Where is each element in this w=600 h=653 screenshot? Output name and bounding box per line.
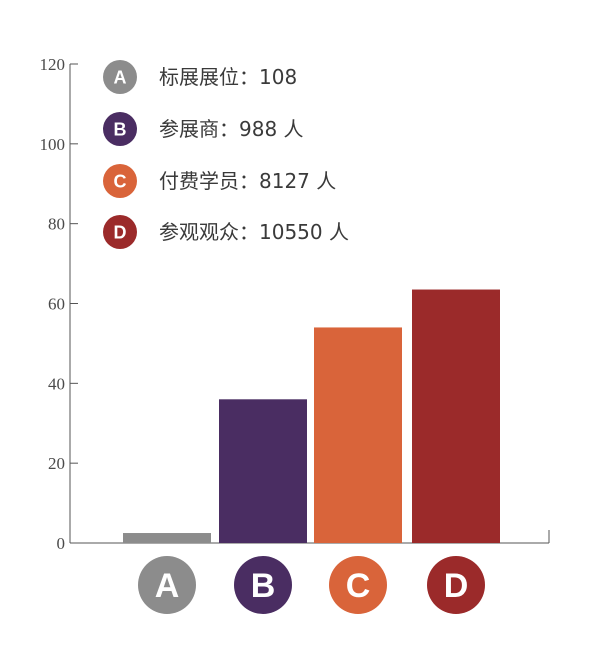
legend-badge-letter: D (114, 223, 127, 243)
legend-badge (103, 164, 137, 198)
bars (123, 289, 500, 543)
legend-label: 标展展位：108 (159, 65, 297, 89)
y-tick-label: 80 (48, 215, 65, 234)
category-badge-c: C (329, 556, 387, 614)
legend-badge (103, 112, 137, 146)
x-tick-label: A (155, 567, 180, 605)
category-badge-b: B (234, 556, 292, 614)
bar-b (219, 399, 307, 543)
x-tick-label: C (346, 567, 371, 605)
category-badge-circle (329, 556, 387, 614)
y-tick-label: 100 (40, 135, 66, 154)
legend: A 标展展位：108 B 参展商：988 人 C 付费学员：8127 人 D 参观观众：105… (103, 60, 349, 249)
category-badge-circle (427, 556, 485, 614)
legend-badge (103, 215, 137, 249)
legend-label: 付费学员：8127 人 (159, 169, 336, 193)
y-tick-label: 0 (57, 534, 66, 553)
y-tick-label: 20 (48, 454, 65, 473)
legend-item-c: C 付费学员：8127 人 (103, 164, 336, 198)
y-tick-label: 40 (48, 374, 65, 393)
bar-c (314, 327, 402, 543)
legend-item-d: D 参观观众：10550 人 (103, 215, 349, 249)
legend-item-b: B 参展商：988 人 (103, 112, 304, 146)
legend-badge-letter: C (114, 172, 127, 192)
legend-item-a: A 标展展位：108 (103, 60, 297, 94)
y-tick-label: 120 (40, 55, 66, 74)
x-tick-label: B (251, 567, 276, 605)
legend-badge-letter: A (114, 68, 127, 88)
bar-d (412, 289, 500, 543)
y-tick-label: 60 (48, 295, 65, 314)
legend-label: 参观观众：10550 人 (159, 220, 349, 244)
category-badge-circle (234, 556, 292, 614)
legend-label: 参展商：988 人 (159, 117, 304, 141)
x-tick-label: D (444, 567, 469, 605)
category-badges: A B C D (138, 556, 485, 614)
bar-a (123, 533, 211, 543)
category-badge-a: A (138, 556, 196, 614)
category-badge-d: D (427, 556, 485, 614)
legend-badge-letter: B (114, 120, 127, 140)
legend-badge (103, 60, 137, 94)
category-badge-circle (138, 556, 196, 614)
